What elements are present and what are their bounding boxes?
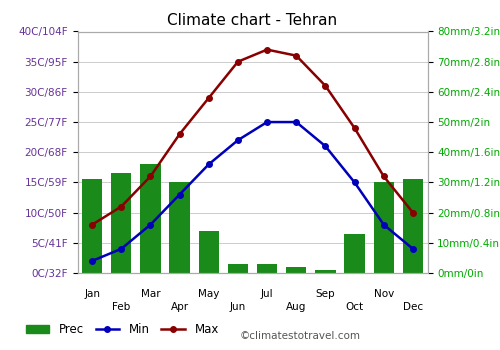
Text: Sep: Sep bbox=[316, 289, 335, 299]
Text: Oct: Oct bbox=[346, 302, 364, 312]
Bar bbox=[198, 231, 219, 273]
Bar bbox=[257, 264, 278, 273]
Text: Nov: Nov bbox=[374, 289, 394, 299]
Bar bbox=[228, 264, 248, 273]
Bar bbox=[374, 182, 394, 273]
Bar bbox=[111, 173, 132, 273]
Legend: Prec, Min, Max: Prec, Min, Max bbox=[21, 318, 224, 341]
Bar bbox=[286, 267, 306, 273]
Text: Jan: Jan bbox=[84, 289, 100, 299]
Text: Apr: Apr bbox=[170, 302, 188, 312]
Bar bbox=[402, 180, 423, 273]
Bar bbox=[344, 234, 365, 273]
Title: Climate chart - Tehran: Climate chart - Tehran bbox=[168, 13, 338, 28]
Text: Aug: Aug bbox=[286, 302, 306, 312]
Text: Dec: Dec bbox=[403, 302, 423, 312]
Text: Mar: Mar bbox=[140, 289, 160, 299]
Bar bbox=[82, 180, 102, 273]
Bar bbox=[170, 182, 190, 273]
Text: May: May bbox=[198, 289, 220, 299]
Bar bbox=[140, 164, 160, 273]
Bar bbox=[315, 270, 336, 273]
Text: ©climatestotravel.com: ©climatestotravel.com bbox=[240, 331, 361, 341]
Text: Jul: Jul bbox=[261, 289, 274, 299]
Text: Feb: Feb bbox=[112, 302, 130, 312]
Text: Jun: Jun bbox=[230, 302, 246, 312]
